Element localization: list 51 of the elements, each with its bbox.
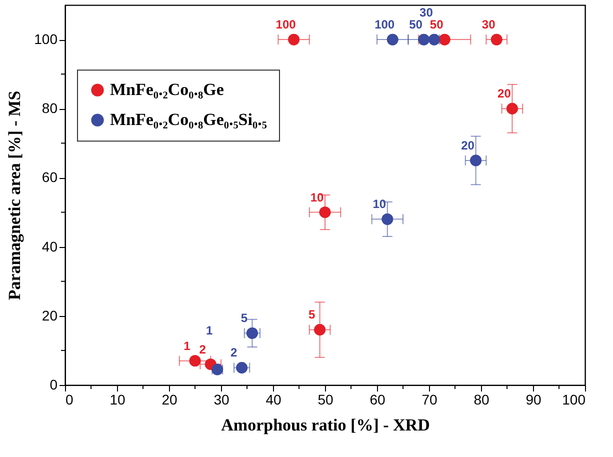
legend-label: MnFe₀.₂Co₀.₈Ge (110, 80, 224, 100)
point (382, 213, 394, 225)
annotation: 20 (461, 138, 475, 152)
point (386, 34, 398, 46)
y-tick-label: 80 (42, 100, 58, 116)
point (490, 34, 502, 46)
annotation: 50 (409, 18, 423, 32)
y-tick-label: 100 (34, 31, 58, 48)
x-tick-label: 90 (526, 392, 542, 408)
point (288, 34, 300, 46)
point (246, 327, 258, 339)
annotation: 30 (420, 6, 434, 20)
x-tick-label: 30 (214, 392, 230, 408)
point (314, 324, 326, 336)
y-tick-label: 0 (50, 376, 58, 392)
point (189, 355, 201, 367)
x-tick-label: 70 (422, 392, 438, 408)
legend-label: MnFe₀.₂Co₀.₈Ge₀.₅Si₀.₅ (110, 110, 267, 130)
annotation: 5 (240, 311, 248, 326)
point (438, 34, 450, 46)
y-tick-label: 40 (42, 238, 58, 254)
annotation: 10 (372, 197, 386, 212)
x-tick-label: 50 (318, 392, 334, 408)
annotation: 2 (199, 342, 206, 356)
annotation: 100 (374, 18, 395, 32)
x-tick-label: 20 (162, 392, 178, 408)
annotation: 100 (276, 18, 296, 32)
point (236, 362, 248, 374)
x-tick-label: 0 (66, 392, 74, 408)
point (418, 34, 430, 46)
point (470, 154, 482, 166)
annotation: 1 (206, 323, 214, 338)
x-tick-label: 40 (266, 392, 282, 408)
y-axis-title: Paramagnetic area [%] - MS (5, 90, 24, 300)
annotation: 2 (230, 346, 238, 360)
annotation: 1 (184, 338, 191, 353)
y-tick-label: 60 (42, 169, 58, 186)
annotation: 5 (308, 308, 316, 322)
x-tick-label: 10 (110, 392, 126, 408)
annotation: 20 (498, 86, 512, 101)
point (319, 206, 331, 218)
point (506, 102, 518, 114)
y-tick-label: 20 (42, 307, 58, 324)
annotation: 10 (310, 190, 324, 204)
x-axis-title: Amorphous ratio [%] - XRD (221, 416, 430, 434)
annotation: 30 (482, 18, 496, 32)
x-tick-label: 100 (562, 392, 586, 408)
x-tick-label: 60 (370, 392, 386, 408)
point (428, 34, 440, 46)
x-tick-label: 80 (474, 392, 490, 408)
annotation: 50 (430, 18, 444, 32)
